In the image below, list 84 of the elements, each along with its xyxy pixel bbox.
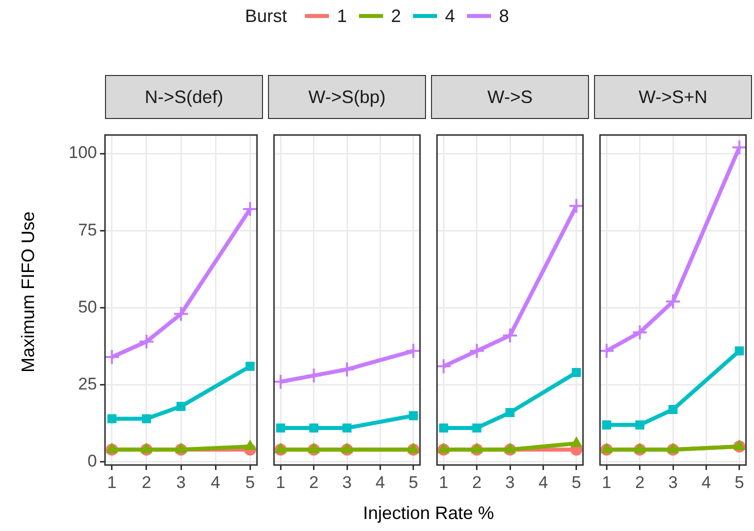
point	[503, 328, 517, 342]
point	[569, 198, 584, 213]
chart-title: W->S(bp)	[308, 86, 386, 108]
point	[634, 444, 646, 454]
y-axis-title: Maximum FIFO Use	[18, 210, 39, 375]
chart-title: W->S+N	[638, 86, 708, 108]
x-tick-label: 2	[635, 472, 645, 492]
chart-title: N->S(def)	[144, 86, 224, 108]
point	[306, 368, 321, 383]
x-tick-label: 4	[210, 472, 220, 492]
x-tick-label: 2	[142, 472, 152, 492]
point	[274, 374, 288, 389]
point	[504, 444, 516, 454]
legend-label: 4	[445, 6, 456, 26]
point	[472, 423, 482, 433]
point	[244, 440, 256, 450]
x-tick-label: 3	[342, 472, 352, 492]
y-tick-label: 100	[68, 143, 97, 162]
x-tick-label: 5	[245, 472, 255, 492]
point	[308, 444, 320, 454]
point	[602, 420, 612, 430]
point	[246, 362, 255, 371]
point	[600, 344, 614, 358]
point	[176, 444, 186, 454]
x-tick-label: 4	[538, 472, 548, 492]
point	[470, 344, 484, 358]
y-tick-label: 75	[78, 220, 97, 240]
x-tick-label: 5	[734, 472, 744, 492]
point	[276, 423, 286, 433]
point	[668, 444, 678, 454]
point	[243, 202, 258, 216]
point	[438, 444, 449, 454]
point	[408, 444, 419, 454]
chart-title: W->S	[487, 86, 533, 108]
point	[732, 140, 746, 154]
legend-label: 2	[390, 6, 401, 26]
y-tick-label: 50	[78, 297, 97, 316]
x-tick-label: 3	[668, 472, 678, 492]
point	[572, 368, 581, 378]
point	[174, 306, 188, 321]
point	[471, 444, 482, 454]
point	[436, 359, 451, 374]
point	[106, 444, 118, 454]
point	[505, 408, 515, 418]
point	[141, 444, 152, 454]
point	[406, 344, 420, 358]
x-tick-label: 3	[505, 472, 515, 492]
legend-label: 1	[336, 6, 347, 26]
point	[635, 420, 644, 430]
x-tick-label: 2	[309, 472, 319, 492]
point	[439, 423, 448, 433]
point	[275, 444, 286, 454]
legend-label: 8	[499, 6, 510, 26]
y-tick-label: 0	[88, 452, 97, 471]
x-tick-label: 1	[276, 472, 286, 492]
point	[139, 334, 154, 349]
x-axis-title: Injection Rate %	[362, 503, 496, 524]
point	[668, 404, 678, 414]
point	[734, 440, 745, 450]
x-tick-label: 1	[107, 472, 117, 492]
x-tick-label: 2	[472, 472, 482, 492]
point	[342, 423, 352, 433]
x-tick-label: 3	[176, 472, 186, 492]
legend-title: Burst	[244, 6, 287, 26]
point	[342, 444, 352, 454]
point	[309, 423, 318, 433]
point	[734, 346, 744, 356]
y-tick-label: 25	[78, 374, 97, 394]
point	[571, 437, 582, 447]
x-tick-label: 1	[438, 472, 448, 492]
point	[408, 411, 418, 420]
x-tick-label: 5	[408, 472, 418, 492]
point	[666, 294, 680, 309]
point	[107, 414, 116, 424]
point	[142, 414, 151, 424]
point	[601, 444, 612, 454]
point	[176, 402, 186, 411]
x-tick-label: 5	[572, 472, 582, 492]
x-tick-label: 4	[375, 472, 385, 492]
point	[104, 350, 119, 364]
point	[632, 325, 647, 340]
x-tick-label: 1	[602, 472, 612, 492]
x-tick-label: 4	[701, 472, 711, 492]
point	[340, 362, 354, 376]
